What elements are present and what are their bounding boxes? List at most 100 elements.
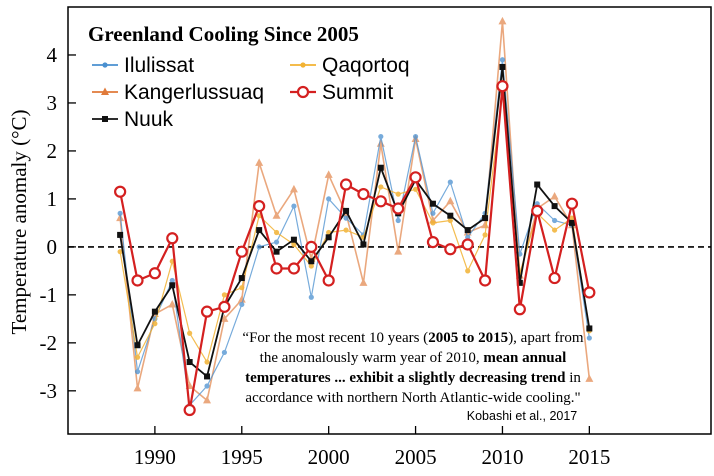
- data-point-summit: [478, 274, 492, 287]
- data-point-nuuk: [204, 373, 211, 380]
- data-point-kangerlussuaq: [289, 184, 298, 193]
- data-point-qaqortoq: [273, 229, 280, 236]
- data-point-qaqortoq: [152, 321, 158, 327]
- data-point-summit: [339, 178, 353, 191]
- data-point-qaqortoq: [569, 215, 575, 221]
- data-point-kangerlussuaq: [237, 295, 246, 303]
- data-point-ilulissat: [586, 335, 592, 341]
- data-point-qaqortoq: [291, 241, 297, 248]
- data-point-summit: [357, 188, 370, 201]
- data-point-summit: [531, 204, 544, 218]
- data-point-summit: [287, 262, 301, 275]
- data-point-nuuk: [169, 282, 176, 289]
- legend-entry-ilulissat: Ilulissat: [92, 54, 194, 77]
- data-point-qaqortoq: [134, 354, 141, 360]
- plot-frame: [67, 6, 712, 435]
- data-point-summit: [270, 262, 283, 275]
- data-point-qaqortoq: [447, 217, 453, 224]
- data-point-ilulissat: [447, 179, 453, 185]
- data-point-nuuk: [586, 325, 593, 332]
- y-axis-label: Temperature anomaly (°C): [7, 109, 31, 334]
- y-tick-label: -3: [40, 379, 58, 403]
- data-point-summit: [496, 80, 509, 93]
- quote-line: accordance with northern North Atlantic-…: [245, 390, 580, 406]
- y-tick-label: -2: [40, 331, 58, 355]
- chart-title: Greenland Cooling Since 2005: [88, 22, 359, 46]
- data-point-nuuk: [429, 200, 436, 207]
- data-point-ilulissat: [291, 203, 297, 209]
- data-point-ilulissat: [273, 239, 280, 245]
- data-point-qaqortoq: [551, 227, 558, 233]
- data-point-qaqortoq: [187, 330, 193, 336]
- data-point-ilulissat: [343, 215, 349, 221]
- data-point-summit: [200, 305, 214, 318]
- data-point-ilulissat: [221, 349, 228, 356]
- data-point-qaqortoq: [465, 268, 471, 274]
- data-point-nuuk: [186, 359, 193, 366]
- data-point-nuuk: [134, 342, 141, 349]
- legend-swatch-marker: [101, 87, 109, 95]
- data-point-summit: [409, 171, 422, 184]
- data-point-nuuk: [273, 248, 280, 255]
- data-point-ilulissat: [308, 294, 314, 300]
- data-point-summit: [513, 303, 526, 316]
- legend-label: Summit: [322, 81, 393, 104]
- series-line-summit: [119, 85, 591, 412]
- data-point-ilulissat: [134, 369, 141, 375]
- data-point-summit: [218, 300, 231, 313]
- x-tick-label: 1990: [134, 445, 176, 469]
- data-point-ilulissat: [204, 383, 210, 389]
- data-point-summit: [131, 274, 144, 287]
- data-point-kangerlussuaq: [481, 220, 490, 229]
- data-point-qaqortoq: [430, 220, 436, 226]
- legend-entry-kangerlussuaq: Kangerlussuaq: [92, 81, 264, 104]
- data-point-kangerlussuaq: [394, 247, 403, 255]
- x-tick-label: 2005: [395, 445, 437, 469]
- x-tick-label: 2015: [568, 445, 610, 469]
- quote-line: the anomalously warm year of 2010, mean …: [260, 350, 567, 366]
- legend-entry-qaqortoq: Qaqortoq: [290, 54, 410, 77]
- citation: Kobashi et al., 2017: [467, 409, 578, 423]
- legend-swatch-marker: [102, 116, 108, 122]
- data-point-nuuk: [360, 241, 367, 248]
- data-point-kangerlussuaq: [585, 374, 594, 382]
- legend-label: Qaqortoq: [322, 54, 410, 77]
- data-point-summit: [374, 195, 387, 208]
- data-point-ilulissat: [378, 133, 384, 140]
- legend-swatch-marker: [300, 62, 306, 68]
- data-point-nuuk: [117, 231, 124, 238]
- data-point-ilulissat: [430, 210, 436, 216]
- data-point-nuuk: [377, 164, 384, 171]
- data-point-kangerlussuaq: [550, 192, 559, 200]
- legend-entry-nuuk: Nuuk: [92, 108, 174, 131]
- data-point-nuuk: [308, 258, 315, 265]
- data-point-nuuk: [482, 215, 489, 222]
- legend-label: Nuuk: [124, 108, 174, 131]
- quote-segment: the anomalously warm year of 2010,: [260, 350, 484, 366]
- data-point-summit: [322, 274, 335, 287]
- data-point-nuuk: [568, 219, 575, 226]
- data-point-nuuk: [499, 63, 506, 70]
- quote-emphasis: temperatures ... exhibit a slightly decr…: [245, 370, 566, 386]
- data-point-nuuk: [290, 236, 297, 243]
- data-point-qaqortoq: [308, 263, 314, 269]
- data-point-kangerlussuaq: [498, 16, 507, 25]
- legend-label: Kangerlussuaq: [124, 81, 264, 104]
- y-tick-label: 2: [47, 139, 58, 163]
- quote-line: temperatures ... exhibit a slightly decr…: [245, 370, 581, 386]
- data-point-kangerlussuaq: [168, 299, 177, 308]
- x-tick-label: 2000: [308, 445, 350, 469]
- quote-segment: accordance with northern North Atlantic-…: [245, 390, 580, 406]
- data-point-summit: [392, 202, 405, 215]
- data-point-summit: [305, 240, 318, 253]
- data-point-ilulissat: [256, 244, 262, 250]
- y-tick-label: -1: [40, 283, 58, 307]
- data-point-summit: [444, 243, 457, 256]
- data-point-nuuk: [551, 203, 558, 210]
- quote-segment: in: [565, 370, 581, 386]
- data-point-summit: [114, 185, 127, 198]
- data-point-kangerlussuaq: [255, 158, 264, 166]
- quote-segment: “For the most recent 10 years (: [242, 330, 428, 346]
- data-point-nuuk: [343, 207, 350, 214]
